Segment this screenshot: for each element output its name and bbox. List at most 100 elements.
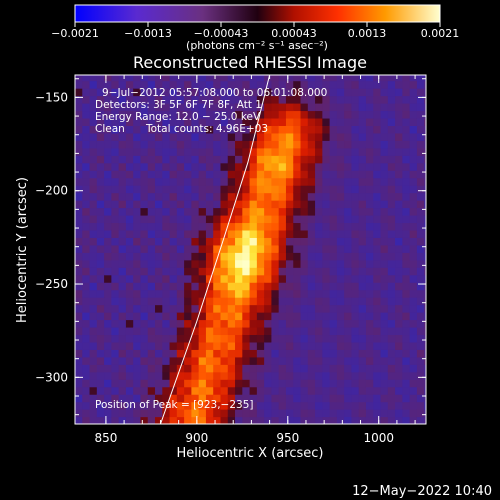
heatmap-cell <box>329 379 338 388</box>
heatmap-cell <box>176 88 185 97</box>
heatmap-cell <box>155 259 163 268</box>
heatmap-cell <box>176 185 185 194</box>
heatmap-cell <box>235 312 243 321</box>
heatmap-cell <box>191 75 200 82</box>
heatmap-cell <box>249 304 258 313</box>
heatmap-cell <box>176 297 185 306</box>
heatmap-cell <box>387 192 396 201</box>
heatmap-cell <box>329 132 338 141</box>
heatmap-cell <box>169 200 178 209</box>
heatmap-cell <box>198 282 207 291</box>
heatmap-cell <box>162 252 171 261</box>
heatmap-cell <box>118 80 127 89</box>
heatmap-cell <box>387 229 396 238</box>
heatmap-cell <box>300 117 309 126</box>
heatmap-cell <box>402 341 411 350</box>
heatmap-cell <box>336 110 345 119</box>
heatmap-cell <box>147 75 156 82</box>
heatmap-cell <box>89 237 98 246</box>
heatmap-cell <box>416 371 425 380</box>
heatmap-cell <box>351 132 360 141</box>
heatmap-cell <box>147 110 156 119</box>
heatmap-cell <box>89 222 98 231</box>
heatmap-cell <box>89 244 98 253</box>
heatmap-cell <box>147 155 156 164</box>
heatmap-cell <box>155 297 163 306</box>
heatmap-cell <box>271 222 280 231</box>
heatmap-cell <box>198 222 207 231</box>
heatmap-cell <box>300 162 309 171</box>
heatmap-cell <box>365 349 374 358</box>
heatmap-cell <box>125 177 134 186</box>
heatmap-cell <box>89 386 98 395</box>
heatmap-cell <box>242 102 251 112</box>
heatmap-cell <box>329 237 338 246</box>
heatmap-cell <box>242 244 251 253</box>
heatmap-cell <box>365 237 374 246</box>
heatmap-cell <box>380 102 389 112</box>
heatmap-cell <box>416 297 425 306</box>
heatmap-cell <box>235 140 243 149</box>
heatmap-cell <box>191 326 200 336</box>
heatmap-cell <box>176 132 185 141</box>
heatmap-cell <box>89 95 98 104</box>
heatmap-cell <box>133 207 142 216</box>
heatmap-cell <box>344 229 353 238</box>
heatmap-cell <box>402 80 411 89</box>
heatmap-cell <box>271 334 280 343</box>
heatmap-cell <box>235 394 243 403</box>
heatmap-cell <box>227 88 236 97</box>
heatmap-cell <box>300 319 309 328</box>
heatmap-cell <box>387 289 396 298</box>
heatmap-cell <box>256 214 265 224</box>
heatmap-cell <box>322 132 331 141</box>
heatmap-cell <box>133 319 142 328</box>
heatmap-cell <box>409 297 418 306</box>
heatmap-cell <box>315 304 323 313</box>
heatmap-cell <box>104 401 112 410</box>
heatmap-cell <box>227 297 236 306</box>
heatmap-cell <box>220 185 229 194</box>
heatmap-cell <box>104 80 112 89</box>
heatmap-cell <box>315 110 323 119</box>
heatmap-cell <box>322 326 331 336</box>
heatmap-cell <box>155 222 163 231</box>
heatmap-cell <box>380 282 389 291</box>
heatmap-cell <box>409 177 418 186</box>
heatmap-cell <box>365 80 374 89</box>
heatmap-cell <box>191 95 200 104</box>
heatmap-cell <box>213 155 222 164</box>
heatmap-cell <box>315 140 323 149</box>
heatmap-cell <box>169 312 178 321</box>
heatmap-cell <box>191 147 200 156</box>
heatmap-cell <box>424 80 426 89</box>
heatmap-cell <box>336 282 345 291</box>
heatmap-cell <box>198 289 207 298</box>
heatmap-cell <box>96 394 105 403</box>
heatmap-cell <box>111 416 120 424</box>
heatmap-cell <box>409 416 418 424</box>
heatmap-cell <box>271 416 280 424</box>
heatmap-cell <box>285 274 294 283</box>
heatmap-cell <box>344 334 353 343</box>
heatmap-cell <box>213 88 222 97</box>
heatmap-cell <box>133 102 142 112</box>
heatmap-cell <box>147 140 156 149</box>
heatmap-cell <box>380 409 389 418</box>
heatmap-cell <box>125 409 134 418</box>
heatmap-cell <box>380 140 389 149</box>
heatmap-cell <box>264 304 273 313</box>
heatmap-cell <box>271 155 280 164</box>
heatmap-cell <box>118 394 127 403</box>
heatmap-cell <box>205 267 214 276</box>
heatmap-cell <box>351 207 360 216</box>
heatmap-cell <box>256 341 265 350</box>
heatmap-cell <box>213 334 222 343</box>
heatmap-cell <box>104 229 112 238</box>
heatmap-cell <box>278 252 287 261</box>
heatmap-cell <box>155 177 163 186</box>
heatmap-cell <box>89 259 98 268</box>
heatmap-cell <box>155 95 163 104</box>
heatmap-cell <box>256 185 265 194</box>
heatmap-cell <box>409 252 418 261</box>
